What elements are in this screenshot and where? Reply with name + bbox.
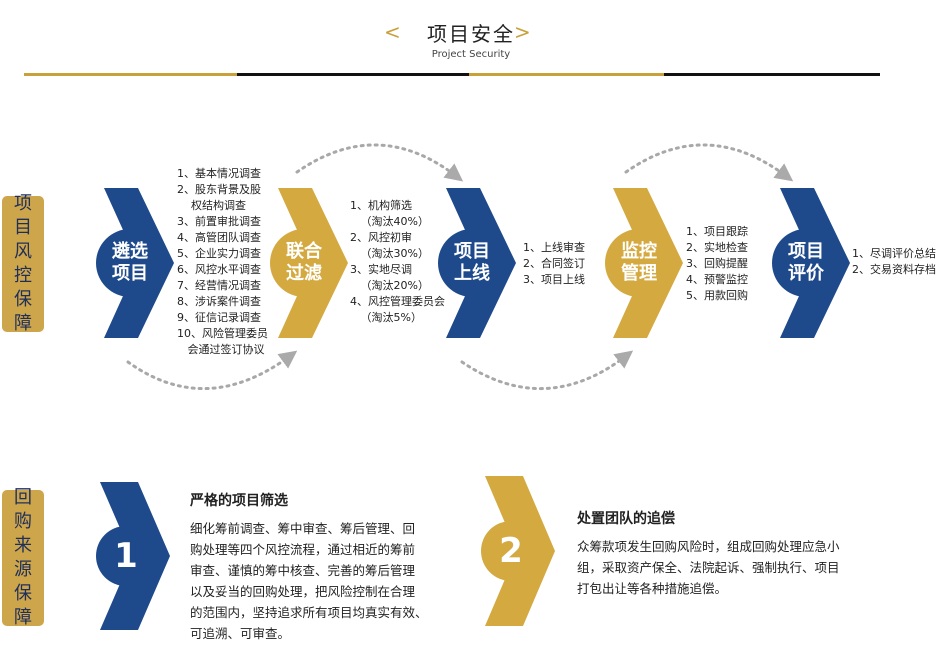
step-label-line1: 项目 — [454, 241, 490, 262]
list-item: 5、用款回购 — [686, 289, 748, 302]
list-item: 1、尽调评价总结 — [852, 247, 936, 260]
list-item: 4、风控管理委员会 — [350, 295, 445, 308]
step-label-3: 项目 上线 — [440, 241, 504, 285]
monitor-management-list: 1、项目跟踪 2、实地检查 3、回购提醒 4、预警监控 5、用款回购 — [686, 224, 748, 304]
list-item: （淘汰30%） — [350, 247, 429, 260]
step-label-4: 监控 管理 — [607, 241, 671, 285]
list-item: 4、高管团队调查 — [177, 231, 261, 244]
right-chevron-icon: > — [514, 20, 531, 44]
guarantee-2-title: 处置团队的追偿 — [577, 511, 675, 527]
page-subtitle: Project Security — [431, 49, 511, 60]
paragraph-line: 细化筹前调查、筹中审查、筹后管理、回 — [190, 521, 416, 536]
risk-control-tag: 项目风控保障 — [2, 193, 44, 334]
divider-gold-right — [469, 73, 664, 76]
paragraph-line: 以及妥当的回购处理，把风险控制在合理 — [190, 584, 416, 599]
step-label-1: 遴选 项目 — [98, 241, 162, 285]
left-chevron-icon: < — [384, 20, 401, 44]
list-item: 6、风控水平调查 — [177, 263, 261, 276]
list-item: 3、前置审批调查 — [177, 215, 261, 228]
divider-black-right — [664, 73, 880, 76]
arc-arrow-top-2 — [624, 143, 794, 182]
list-item: 9、征信记录调查 — [177, 311, 261, 324]
list-item: 权结构调查 — [177, 199, 246, 212]
paragraph-line: 购处理等四个风控流程，通过相近的筹前 — [190, 542, 416, 557]
list-item: 7、经营情况调查 — [177, 279, 261, 292]
step-label-line2: 项目 — [112, 263, 148, 284]
list-item: 3、实地尽调 — [350, 263, 412, 276]
paragraph-line: 可追溯、可审查。 — [190, 626, 291, 641]
page-title: 项目安全 — [427, 22, 515, 46]
risk-control-tag-label: 项目风控保障 — [14, 193, 32, 334]
list-item: 2、实地检查 — [686, 241, 748, 254]
list-item: 1、项目跟踪 — [686, 225, 748, 238]
list-item: 1、基本情况调查 — [177, 167, 261, 180]
list-item: 1、机构筛选 — [350, 199, 412, 212]
joint-filter-list: 1、机构筛选 （淘汰40%） 2、风控初审 （淘汰30%） 3、实地尽调 （淘汰20… — [350, 198, 445, 326]
list-item: （淘汰5%） — [350, 311, 422, 324]
paragraph-line: 审查、谨慎的筹中核查、完善的筹后管理 — [190, 563, 416, 578]
list-item: 1、上线审查 — [523, 241, 585, 254]
step-label-line1: 遴选 — [112, 241, 148, 262]
step-label-line2: 管理 — [621, 263, 657, 284]
step-label-5: 项目 评价 — [774, 241, 838, 285]
list-item: 3、项目上线 — [523, 273, 585, 286]
buyback-tag: 回购来源保障 — [2, 487, 44, 628]
list-item: 2、交易资料存档 — [852, 263, 936, 276]
guarantee-2-text: 众筹款项发生回购风险时，组成回购处理应急小 组，采取资产保全、法院起诉、强制执行、… — [577, 536, 840, 599]
step-chevron-4 — [605, 188, 683, 338]
list-item: 2、股东背景及股 — [177, 183, 261, 196]
step-label-line1: 监控 — [621, 241, 657, 262]
list-item: 2、合同签订 — [523, 257, 585, 270]
paragraph-line: 的范围内，坚持追求所有项目均真实有效、 — [190, 605, 428, 620]
guarantee-2-chevron — [481, 476, 555, 626]
paragraph-line: 组，采取资产保全、法院起诉、强制执行、项目 — [577, 560, 840, 575]
guarantee-2-number: 2 — [499, 531, 523, 571]
step-chevron-5 — [772, 188, 850, 338]
paragraph-line: 打包出让等各种措施追偿。 — [577, 581, 728, 596]
project-online-list: 1、上线审查 2、合同签订 3、项目上线 — [523, 240, 585, 288]
project-evaluation-list: 1、尽调评价总结 2、交易资料存档 — [852, 246, 936, 278]
list-item: 3、回购提醒 — [686, 257, 748, 270]
list-item: 10、风险管理委员 — [177, 327, 268, 340]
select-project-list: 1、基本情况调查 2、股东背景及股 权结构调查 3、前置审批调查 4、高管团队调查 5、… — [177, 166, 268, 358]
list-item: 会通过签订协议 — [177, 343, 265, 356]
arc-arrow-bottom-2 — [460, 350, 634, 390]
step-chevron-2 — [270, 188, 348, 338]
list-item: 2、风控初审 — [350, 231, 412, 244]
buyback-tag-label: 回购来源保障 — [14, 487, 32, 628]
guarantee-1-number: 1 — [114, 536, 138, 576]
divider-black-left — [237, 73, 469, 76]
step-label-line2: 评价 — [788, 263, 824, 284]
step-label-2: 联合 过滤 — [272, 241, 336, 285]
divider-gold-left — [24, 73, 237, 76]
step-label-line1: 联合 — [286, 241, 322, 262]
arc-arrow-bottom-1 — [126, 350, 298, 390]
step-label-line1: 项目 — [788, 241, 824, 262]
list-item: 4、预警监控 — [686, 273, 748, 286]
step-chevron-1 — [96, 188, 174, 338]
paragraph-line: 众筹款项发生回购风险时，组成回购处理应急小 — [577, 539, 840, 554]
list-item: 8、涉诉案件调查 — [177, 295, 261, 308]
guarantee-1-text: 细化筹前调查、筹中审查、筹后管理、回 购处理等四个风控流程，通过相近的筹前 审查、谨… — [190, 518, 428, 644]
step-label-line2: 过滤 — [286, 263, 322, 284]
list-item: （淘汰20%） — [350, 279, 429, 292]
page-header: 项目安全 Project Security — [0, 18, 942, 60]
list-item: 5、企业实力调查 — [177, 247, 261, 260]
arc-arrow-top-1 — [295, 143, 464, 182]
step-label-line2: 上线 — [454, 263, 490, 284]
step-chevron-3 — [438, 188, 516, 338]
list-item: （淘汰40%） — [350, 215, 429, 228]
guarantee-1-title: 严格的项目筛选 — [190, 493, 288, 509]
guarantee-1-chevron — [96, 482, 170, 630]
